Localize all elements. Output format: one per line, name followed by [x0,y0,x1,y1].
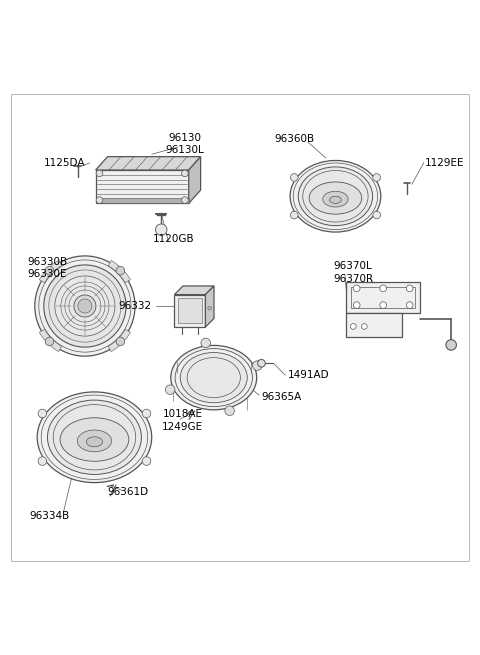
Ellipse shape [77,430,112,452]
Polygon shape [174,286,214,295]
Circle shape [166,385,175,394]
Polygon shape [39,261,61,283]
Circle shape [208,307,212,310]
Circle shape [45,267,54,275]
Circle shape [44,265,126,347]
Circle shape [353,302,360,309]
Circle shape [350,324,356,329]
Circle shape [35,256,135,356]
Circle shape [353,285,360,291]
Circle shape [258,360,265,367]
Circle shape [361,324,367,329]
Ellipse shape [37,392,152,483]
Circle shape [74,295,96,317]
Circle shape [373,211,381,219]
Polygon shape [39,329,61,352]
Circle shape [142,457,151,465]
Text: 96360B: 96360B [275,134,315,144]
Polygon shape [96,157,201,170]
Circle shape [116,267,125,275]
Polygon shape [346,282,420,313]
Circle shape [156,224,167,235]
Ellipse shape [330,196,341,204]
Ellipse shape [180,352,247,403]
Ellipse shape [60,418,129,461]
Polygon shape [108,261,131,283]
Circle shape [181,170,188,177]
Circle shape [181,196,188,204]
Text: 96361D: 96361D [108,487,148,497]
Circle shape [406,302,413,309]
Ellipse shape [323,191,348,207]
Circle shape [78,299,92,313]
Circle shape [290,211,298,219]
Circle shape [96,170,103,177]
Polygon shape [174,295,205,327]
Circle shape [38,457,47,465]
Text: 96130
96130L: 96130 96130L [166,132,204,155]
Circle shape [116,337,125,346]
Text: 1125DA: 1125DA [43,158,85,168]
Circle shape [142,409,151,418]
Circle shape [45,337,54,346]
Text: 1018AE
1249GE: 1018AE 1249GE [162,409,204,432]
Ellipse shape [171,345,257,410]
Circle shape [406,285,413,291]
Polygon shape [108,329,131,352]
Text: 1129EE: 1129EE [425,158,464,168]
Circle shape [252,361,262,370]
Polygon shape [346,313,402,337]
Circle shape [290,174,298,181]
Ellipse shape [309,182,362,214]
Polygon shape [96,170,189,204]
Ellipse shape [48,400,142,474]
Circle shape [373,174,381,181]
Circle shape [96,196,103,204]
Circle shape [201,338,210,348]
Circle shape [225,406,234,415]
Text: 1491AD: 1491AD [288,370,329,380]
Circle shape [380,302,386,309]
Text: 96365A: 96365A [262,392,302,402]
Circle shape [38,409,47,418]
Ellipse shape [86,437,102,447]
Text: 1120GB: 1120GB [152,234,194,244]
Circle shape [55,276,115,336]
Polygon shape [178,299,202,323]
Circle shape [446,340,456,350]
Text: 96370L
96370R: 96370L 96370R [333,261,373,284]
Text: 96332: 96332 [119,301,152,311]
Text: 96334B: 96334B [29,511,69,521]
Ellipse shape [298,167,372,225]
Polygon shape [96,198,189,204]
Ellipse shape [290,160,381,232]
Polygon shape [205,286,214,327]
Text: 96330B
96330E: 96330B 96330E [28,257,68,279]
Polygon shape [189,157,201,204]
Circle shape [380,285,386,291]
